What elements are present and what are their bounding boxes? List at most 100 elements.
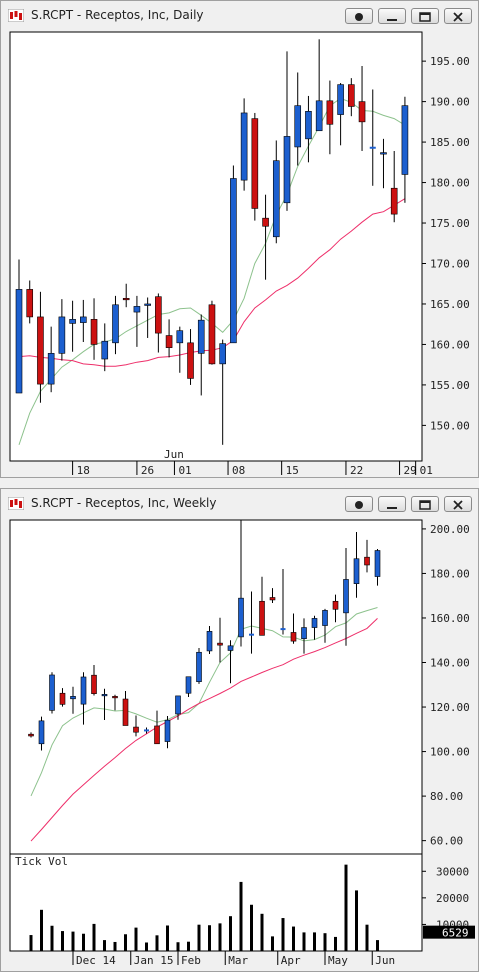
candle-body [343, 579, 349, 614]
volume-bar [250, 904, 253, 951]
weekly-chart-window: S.RCPT - Receptos, Inc, Weekly 200.00 180… [0, 488, 479, 972]
daily-plot-area [9, 31, 423, 462]
volume-bar [218, 923, 222, 951]
y-tick-label: 175.00 [430, 217, 470, 230]
daily-titlebar[interactable]: S.RCPT - Receptos, Inc, Daily [1, 1, 478, 29]
volume-bar [208, 925, 211, 951]
candle-body [70, 696, 76, 700]
candle-body [112, 304, 119, 344]
x-tick-label: 26 [141, 464, 154, 477]
candle-body [196, 651, 202, 682]
candle-body [272, 160, 280, 238]
candle-body [227, 645, 234, 651]
weekly-candlestick-chart[interactable]: 200.00 180.00 160.00 140.00 120.00 100.00 80.0… [1, 517, 478, 971]
candle-body [251, 118, 259, 209]
volume-bar [82, 933, 85, 951]
close-icon [453, 500, 463, 510]
volume-bar [313, 932, 316, 951]
candle-body [315, 100, 323, 132]
candle-body [259, 600, 265, 636]
circle-icon [355, 13, 363, 21]
volume-pane [9, 853, 423, 952]
daily-candlestick-chart[interactable]: 195.00 190.00 185.00 180.00 175.00 170.00 165.… [1, 29, 478, 477]
candle-body [164, 719, 171, 742]
weekly-titlebar[interactable]: S.RCPT - Receptos, Inc, Weekly [1, 489, 478, 517]
volume-bar [113, 941, 117, 951]
candle-body [80, 316, 87, 323]
candle-body [49, 674, 55, 711]
weekly-plot-area [9, 519, 423, 855]
weekly-restore-icon-button[interactable] [345, 496, 373, 512]
daily-close-button[interactable] [444, 8, 472, 24]
candle-body [175, 695, 181, 715]
candle-body [155, 296, 162, 334]
volume-bar [134, 927, 138, 951]
volume-bar [71, 931, 75, 951]
chart-app-icon [8, 9, 24, 22]
y-tick-label: 150.00 [430, 419, 470, 432]
weekly-close-button[interactable] [444, 496, 472, 512]
volume-bar [344, 864, 348, 951]
candle-body [238, 597, 244, 638]
volume-bar [281, 918, 285, 951]
x-tick-label: Apr [281, 954, 301, 967]
candle-body [112, 696, 118, 699]
daily-minimize-button[interactable] [378, 8, 406, 24]
candle-body [322, 610, 328, 626]
volume-bar [187, 941, 190, 951]
minimize-icon [387, 19, 397, 21]
y-tick-label: 180.00 [430, 567, 470, 580]
candle-body [326, 100, 334, 125]
maximize-icon [419, 12, 431, 22]
circle-icon [355, 501, 363, 509]
volume-bar [124, 934, 127, 951]
candle-body [59, 692, 66, 705]
y-tick-label: 60.00 [430, 835, 463, 848]
maximize-icon [419, 500, 431, 510]
candle-body [154, 725, 160, 745]
ma-pink-line [30, 618, 378, 842]
candle-body [219, 343, 226, 365]
candle-body [80, 676, 87, 705]
month-label: Jun [164, 448, 184, 461]
candle-body [337, 84, 344, 115]
volume-bar [166, 925, 169, 951]
daily-maximize-button[interactable] [411, 8, 439, 24]
y-tick-label: 195.00 [430, 55, 470, 68]
candle-body [69, 319, 76, 324]
candle-body [133, 306, 141, 313]
candle-body [91, 674, 97, 694]
x-tick-label: 15 [286, 464, 299, 477]
y-tick-label: 140.00 [430, 657, 470, 670]
candle-body [230, 178, 237, 344]
volume-bar [176, 942, 180, 951]
x-tick-label: 01 [420, 464, 433, 477]
chart-app-icon [8, 497, 24, 510]
volume-bar [334, 936, 337, 951]
candle-body [353, 558, 360, 584]
volume-label: Tick Vol [15, 855, 68, 868]
y-tick-label: 170.00 [430, 257, 470, 270]
x-tick-label: Dec 14 [76, 954, 116, 967]
x-tick-label: 29 [404, 464, 417, 477]
candle-body [185, 676, 192, 694]
y-tick-label: 190.00 [430, 96, 470, 109]
weekly-maximize-button[interactable] [411, 496, 439, 512]
x-tick-label: 18 [77, 464, 90, 477]
x-tick-label: Mar [228, 954, 248, 967]
candle-body [101, 694, 108, 697]
candle-body [133, 726, 139, 733]
x-tick-label: 22 [350, 464, 363, 477]
daily-restore-icon-button[interactable] [345, 8, 373, 24]
volume-bar [29, 935, 33, 951]
weekly-minimize-button[interactable] [378, 496, 406, 512]
candle-body [364, 556, 370, 566]
y-tick-label: 165.00 [430, 298, 470, 311]
volume-bar [365, 924, 369, 951]
x-tick-label: May [328, 954, 348, 967]
candle-body [390, 187, 398, 215]
close-icon [453, 12, 463, 22]
candle-body [176, 330, 184, 344]
x-tick-label: Feb [181, 954, 201, 967]
volume-bar [271, 936, 274, 951]
